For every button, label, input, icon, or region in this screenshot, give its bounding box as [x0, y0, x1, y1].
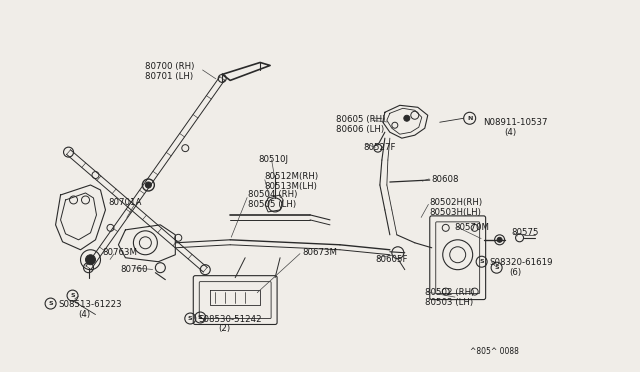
- Text: 80673M: 80673M: [302, 248, 337, 257]
- Text: 80575: 80575: [511, 228, 539, 237]
- Text: 80606 (LH): 80606 (LH): [336, 125, 384, 134]
- Text: N08911-10537: N08911-10537: [483, 118, 547, 127]
- Text: 80502 (RH): 80502 (RH): [425, 288, 474, 296]
- Circle shape: [145, 182, 152, 188]
- Text: N: N: [467, 116, 472, 121]
- Text: 80503H(LH): 80503H(LH): [430, 208, 482, 217]
- Text: S: S: [70, 293, 75, 298]
- Text: 80760: 80760: [120, 265, 148, 274]
- Circle shape: [86, 255, 95, 265]
- Text: (4): (4): [504, 128, 516, 137]
- Text: (4): (4): [79, 310, 91, 318]
- Text: S: S: [198, 315, 203, 320]
- Text: 80505 (LH): 80505 (LH): [248, 200, 296, 209]
- Text: S: S: [479, 259, 484, 264]
- Text: 80512M(RH): 80512M(RH): [264, 172, 318, 181]
- Text: 80605 (RH): 80605 (RH): [336, 115, 385, 124]
- Text: S: S: [188, 316, 193, 321]
- Text: ^805^ 0088: ^805^ 0088: [470, 347, 518, 356]
- Text: 80608: 80608: [432, 175, 460, 184]
- Text: 80513M(LH): 80513M(LH): [264, 182, 317, 191]
- Text: 80701 (LH): 80701 (LH): [145, 73, 193, 81]
- Text: 80605F: 80605F: [375, 255, 408, 264]
- Text: S: S: [48, 301, 53, 306]
- Text: 80763M: 80763M: [102, 248, 138, 257]
- Text: 80504 (RH): 80504 (RH): [248, 190, 298, 199]
- Text: 80503 (LH): 80503 (LH): [425, 298, 473, 307]
- Text: 80701A: 80701A: [108, 198, 142, 207]
- Text: 80510J: 80510J: [258, 155, 288, 164]
- Text: (2): (2): [218, 324, 230, 333]
- Text: S08513-61223: S08513-61223: [59, 299, 122, 309]
- Text: S08530-51242: S08530-51242: [198, 314, 262, 324]
- Text: S: S: [494, 265, 499, 270]
- Text: 80527F: 80527F: [363, 143, 396, 152]
- Text: 80502H(RH): 80502H(RH): [430, 198, 483, 207]
- Text: 80700 (RH): 80700 (RH): [145, 62, 195, 71]
- Circle shape: [497, 237, 502, 242]
- Text: (6): (6): [509, 268, 522, 277]
- Text: 80570M: 80570M: [454, 223, 490, 232]
- Circle shape: [404, 115, 410, 121]
- Text: S08320-61619: S08320-61619: [490, 258, 553, 267]
